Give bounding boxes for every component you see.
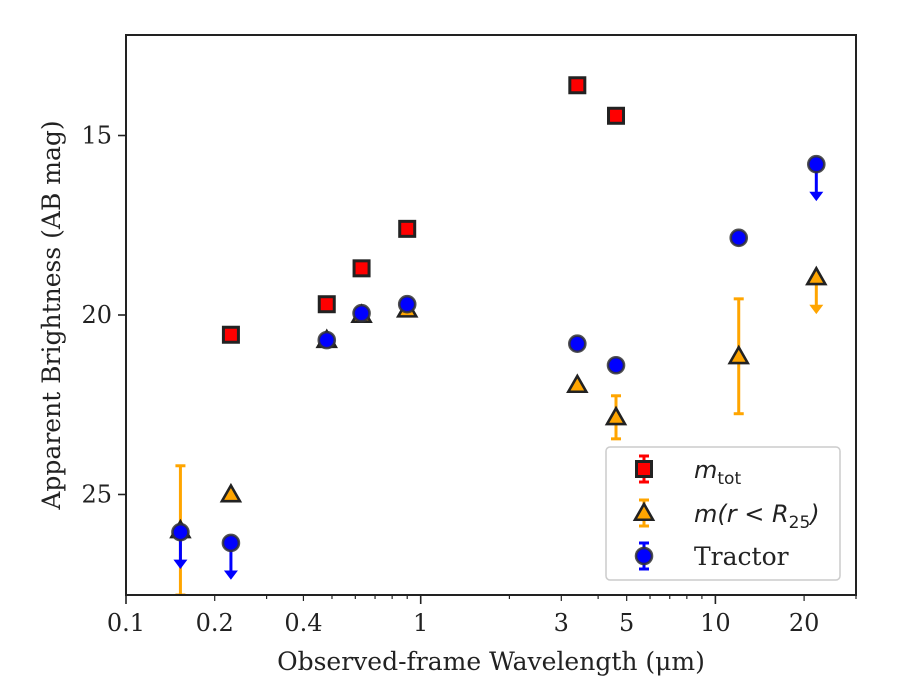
upper-limit-arrow-head <box>223 570 238 580</box>
data-point-square <box>607 106 626 125</box>
legend-label: mtot <box>694 456 741 489</box>
data-point-square <box>352 259 371 278</box>
data-point-square <box>398 219 417 238</box>
data-point-circle <box>171 522 190 542</box>
y-axis-ticks: 15 20 25 <box>81 122 126 508</box>
legend-marker-circle <box>634 546 654 566</box>
data-point-circle <box>807 154 826 174</box>
upper-limit-arrow-head <box>173 559 188 570</box>
legend-label: Tractor <box>694 542 789 571</box>
data-point-circle <box>606 355 626 375</box>
x-tick-label: 3 <box>554 609 569 637</box>
data-point-circle <box>317 330 337 350</box>
legend-marker-triangle <box>632 501 656 522</box>
legend: mtot m(r < R25) Tractor <box>605 446 841 581</box>
x-tick-label: 10 <box>700 609 731 637</box>
legend-entry: mtot <box>635 454 741 489</box>
data-point-circle <box>729 228 749 248</box>
data-point-square <box>568 76 587 95</box>
data-point-circle <box>397 294 417 314</box>
legend-entry: Tractor <box>634 541 789 571</box>
data-point-triangle <box>604 405 628 426</box>
legend-box <box>605 446 841 581</box>
plot-data-layer <box>169 76 828 595</box>
legend-label: m(r < R25) <box>694 500 820 533</box>
y-tick-label: 25 <box>81 480 112 508</box>
upper-limit-arrow-head <box>809 191 824 202</box>
x-tick-label: 5 <box>619 609 634 637</box>
x-tick-label: 0.4 <box>284 609 322 637</box>
x-axis-ticks: 0.1 0.2 0.4 1 3 5 10 20 <box>107 595 857 637</box>
data-point-triangle <box>219 482 243 503</box>
data-point-square <box>317 295 336 314</box>
data-point-square <box>221 325 240 344</box>
plot-area <box>169 76 828 595</box>
data-point-circle <box>568 334 587 354</box>
data-point-circle <box>352 303 371 323</box>
data-point-circle <box>221 533 241 553</box>
y-tick-label: 15 <box>81 122 112 150</box>
x-tick-label: 1 <box>413 609 428 637</box>
legend-entry: m(r < R25) <box>632 498 820 533</box>
y-axis-title: Apparent Brightness (AB mag) <box>37 120 66 510</box>
series-square <box>221 76 626 344</box>
legend-marker-square <box>635 460 653 478</box>
data-point-triangle <box>805 265 828 286</box>
x-tick-label: 0.2 <box>196 609 234 637</box>
data-point-triangle <box>566 373 589 394</box>
x-tick-label: 20 <box>789 609 820 637</box>
x-axis-title: Observed-frame Wavelength (μm) <box>277 647 705 676</box>
y-tick-label: 20 <box>81 301 112 329</box>
data-point-triangle <box>727 344 750 365</box>
series-circle <box>171 154 826 580</box>
x-tick-label: 0.1 <box>107 609 145 637</box>
upper-limit-arrow-head <box>809 304 824 315</box>
